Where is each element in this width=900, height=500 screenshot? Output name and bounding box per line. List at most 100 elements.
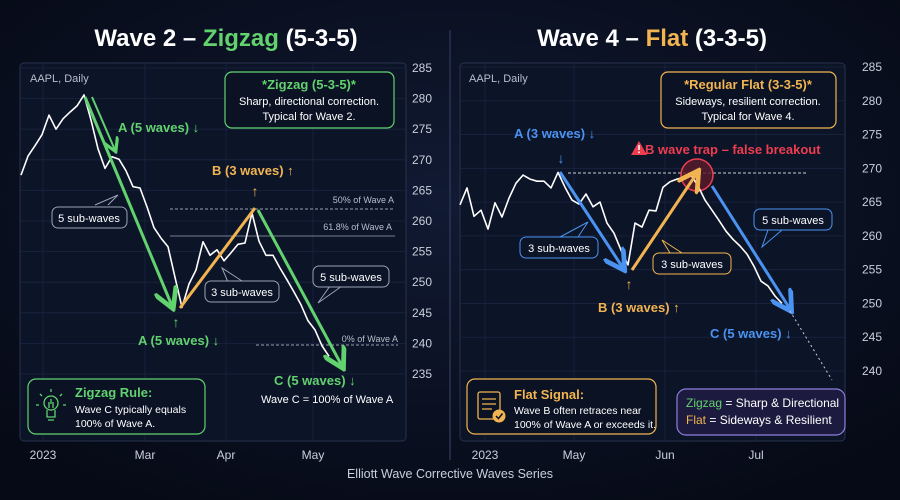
wave-a-arrow — [83, 96, 172, 306]
y-tick-label: 270 — [862, 161, 882, 175]
svg-text:Typical for Wave 2.: Typical for Wave 2. — [262, 111, 355, 123]
fib-618-label: 61.8% of Wave A — [323, 222, 392, 232]
y-tick-label: 245 — [862, 330, 882, 344]
svg-text:Sideways, resilient correction: Sideways, resilient correction. — [675, 96, 821, 108]
x-tick-label: 2023 — [30, 448, 57, 462]
left-grid — [20, 63, 406, 441]
regular-flat-info-box: *Regular Flat (3-3-5)* Sideways, resilie… — [660, 71, 837, 129]
x-tick-label: Apr — [217, 448, 236, 462]
wave-a-label-top: A (5 waves) ↓ — [118, 120, 199, 135]
left-ticker: AAPL, Daily — [30, 73, 89, 85]
x-tick-label: 2023 — [472, 448, 499, 462]
flat-wave-c-label: C (5 waves) ↓ — [710, 326, 792, 341]
wave-a-label-bottom: A (5 waves) ↓ — [138, 333, 219, 348]
wave-a-short-arrow — [91, 96, 115, 150]
flat-wave-b-label: B (3 waves) ↑ — [598, 300, 680, 315]
right-x-axis: 2023 May Jun Jul — [472, 448, 764, 462]
svg-text:Wave C typically equals: Wave C typically equals — [75, 404, 186, 416]
svg-text:5 sub-waves: 5 sub-waves — [320, 272, 382, 284]
y-tick-label: 240 — [862, 364, 882, 378]
callout-a-sub-waves: 5 sub-waves — [51, 194, 128, 229]
flat-wave-b-up-arrow: ↑ — [626, 276, 633, 292]
zigzag-info-box: *Zigzag (5-3-5)* Sharp, directional corr… — [224, 71, 395, 129]
wave-a-up-arrow: ↑ — [173, 314, 180, 330]
x-tick-label: May — [302, 448, 325, 462]
svg-text:Zigzag = Sharp & Directional: Zigzag = Sharp & Directional — [686, 396, 839, 410]
y-tick-label: 270 — [412, 153, 432, 167]
fib-50-label: 50% of Wave A — [333, 195, 394, 205]
svg-text:Zigzag Rule:: Zigzag Rule: — [75, 385, 152, 400]
wave-c-label: C (5 waves) ↓ — [274, 373, 356, 388]
flat-signal-box: Flat Signal: Wave B often retraces near … — [466, 378, 657, 435]
projection-line — [789, 310, 833, 381]
y-tick-label: 260 — [862, 229, 882, 243]
y-tick-label: 280 — [412, 92, 432, 106]
y-tick-label: 255 — [412, 245, 432, 259]
svg-text:3 sub-waves: 3 sub-waves — [528, 243, 590, 255]
left-heading: Wave 2 – Zigzag (5-3-5) — [94, 25, 357, 52]
flat-callout-a-sub-waves: 3 sub-waves — [519, 221, 599, 259]
svg-text:5 sub-waves: 5 sub-waves — [58, 213, 120, 225]
y-tick-label: 250 — [412, 275, 432, 289]
svg-text:3 sub-waves: 3 sub-waves — [661, 259, 723, 271]
callout-b-sub-waves: 3 sub-waves — [204, 266, 280, 303]
svg-text:Typical for Wave 4.: Typical for Wave 4. — [701, 111, 794, 123]
svg-text:*Regular Flat (3-3-5)*: *Regular Flat (3-3-5)* — [684, 77, 813, 92]
wave-b-arrow — [178, 207, 257, 309]
right-ticker: AAPL, Daily — [469, 73, 528, 85]
zigzag-rule-box: Zigzag Rule: Wave C typically equals 100… — [27, 378, 206, 435]
fib-0-label: 0% of Wave A — [342, 334, 398, 344]
wave-c-note: Wave C = 100% of Wave A — [261, 394, 394, 406]
trap-warning: B wave trap – false breakout — [631, 141, 821, 157]
flat-wave-a-label: A (3 waves) ↓ — [514, 126, 595, 141]
wave-b-up-arrow: ↑ — [252, 183, 259, 199]
svg-text:Sharp, directional correction.: Sharp, directional correction. — [239, 96, 379, 108]
svg-text:Flat Signal:: Flat Signal: — [514, 387, 584, 402]
y-tick-label: 275 — [862, 128, 882, 142]
y-tick-label: 275 — [412, 122, 432, 136]
y-tick-label: 285 — [412, 61, 432, 75]
flat-wave-a-down-arrow: ↓ — [558, 150, 565, 166]
wave-a-arrow-flat — [558, 171, 623, 268]
callout-c-sub-waves: 5 sub-waves — [312, 265, 390, 304]
svg-text:Wave B often retraces near: Wave B often retraces near — [514, 405, 642, 417]
wave-c-arrow — [256, 209, 342, 366]
checklist-icon — [477, 391, 506, 423]
x-tick-label: Jun — [655, 448, 674, 462]
y-tick-label: 265 — [862, 195, 882, 209]
lightbulb-icon — [36, 389, 66, 421]
footer-title: Elliott Wave Corrective Waves Series — [347, 467, 553, 481]
left-x-axis: 2023 Mar Apr May — [30, 448, 325, 462]
svg-text:5 sub-waves: 5 sub-waves — [762, 215, 824, 227]
y-tick-label: 255 — [862, 263, 882, 277]
y-tick-label: 260 — [412, 214, 432, 228]
left-price-line — [20, 94, 330, 357]
y-tick-label: 265 — [412, 183, 432, 197]
svg-text:*Zigzag (5-3-5)*: *Zigzag (5-3-5)* — [262, 77, 357, 92]
y-tick-label: 245 — [412, 306, 432, 320]
wave-c-arrow-flat — [710, 185, 790, 309]
y-tick-label: 235 — [412, 367, 432, 381]
y-tick-label: 240 — [412, 336, 432, 350]
wave-b-arrow-flat — [630, 173, 697, 271]
right-heading: Wave 4 – Flat (3-3-5) — [537, 25, 767, 52]
flat-callout-c-sub-waves: 5 sub-waves — [753, 208, 833, 249]
y-tick-label: 285 — [862, 60, 882, 74]
svg-text:3 sub-waves: 3 sub-waves — [211, 287, 273, 299]
x-tick-label: Mar — [135, 448, 156, 462]
x-tick-label: Jul — [748, 448, 763, 462]
svg-text:B wave trap – false breakout: B wave trap – false breakout — [645, 142, 821, 157]
x-tick-label: May — [563, 448, 586, 462]
wave-b-label: B (3 waves) ↑ — [212, 163, 294, 178]
svg-text:100% of Wave A or exceeds it.: 100% of Wave A or exceeds it. — [514, 419, 656, 431]
svg-text:100% of Wave A.: 100% of Wave A. — [75, 418, 155, 430]
svg-text:Flat = Sideways & Resilient: Flat = Sideways & Resilient — [686, 413, 832, 427]
right-y-axis: 285 280 275 270 265 260 255 250 245 240 — [862, 60, 882, 378]
y-tick-label: 250 — [862, 296, 882, 310]
left-y-axis: 285 280 275 270 265 260 255 250 245 240 235 — [412, 61, 432, 381]
y-tick-label: 280 — [862, 94, 882, 108]
right-plot-area — [459, 62, 846, 442]
flat-callout-b-sub-waves: 3 sub-waves — [652, 239, 732, 275]
comparison-legend-box: Zigzag = Sharp & Directional Flat = Side… — [676, 388, 846, 436]
